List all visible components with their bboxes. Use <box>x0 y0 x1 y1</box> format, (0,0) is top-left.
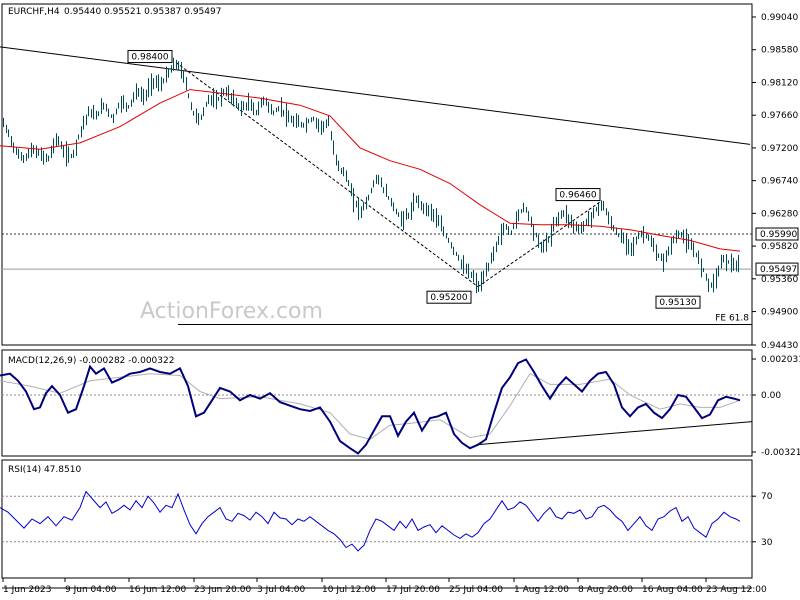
rsi-ytick-label: 70 <box>761 492 773 502</box>
macd-title: MACD(12,26,9) -0.000282 -0.000322 <box>8 356 174 366</box>
fib-extension-label: FE 61.8 <box>715 313 749 323</box>
xtick-label: 16 Aug 04:00 <box>642 585 703 595</box>
xtick-label: 1 Aug 12:00 <box>514 585 569 595</box>
xtick-label: 17 Jul 20:00 <box>386 585 440 595</box>
xtick-label: 1 Jun 2023 <box>3 585 51 595</box>
macd-line <box>0 358 741 455</box>
macd-panel: MACD(12,26,9) -0.000282 -0.000322 <box>0 356 753 455</box>
price-ytick-label: 0.97200 <box>761 144 798 154</box>
price-trendline-1 <box>175 62 479 288</box>
macd-signal-line <box>0 373 741 440</box>
xtick-label: 10 Jul 12:00 <box>322 585 376 595</box>
price-label-box <box>127 50 173 64</box>
price-ytick-label: 0.95360 <box>761 275 798 285</box>
axis-labels: 0.99040 0.98580 0.98120 0.97660 0.97200 0.967… <box>2 13 800 595</box>
watermark: ActionForex.com <box>140 299 323 324</box>
price-panel: FE 61.80.984000.964600.952000.95130EURCH… <box>0 46 752 325</box>
macd-ytick-label: 0.00 <box>761 391 781 401</box>
price-label-0.95200: 0.95200 <box>430 293 467 303</box>
rsi-line <box>0 490 741 552</box>
price-label-box <box>426 290 472 304</box>
rsi-title: RSI(14) 47.8510 <box>8 465 81 475</box>
macd-trendline <box>477 421 753 446</box>
macd-ytick-label: 0.002031 <box>761 355 800 365</box>
price-trendline-0 <box>0 46 751 145</box>
price-ytick-label: 0.94430 <box>761 341 798 351</box>
price-label-box <box>555 188 601 202</box>
price-label-0.98400: 0.98400 <box>131 53 168 63</box>
xtick-label: 9 Jun 04:00 <box>65 585 117 595</box>
xtick-label: 23 Jun 20:00 <box>194 585 251 595</box>
resistance-price-label: 0.95990 <box>760 230 797 240</box>
rsi-ytick-label: 30 <box>761 538 773 548</box>
xtick-label: 8 Aug 20:00 <box>578 585 633 595</box>
current-price-box <box>755 262 799 276</box>
price-ytick-label: 0.95820 <box>761 242 798 252</box>
price-label-0.95130: 0.95130 <box>659 298 696 308</box>
price-frame <box>1 3 753 346</box>
xtick-label: 3 Jul 04:00 <box>257 585 306 595</box>
price-ytick-label: 0.94900 <box>761 308 798 318</box>
price-label-box <box>655 295 701 309</box>
xtick-label: 16 Jun 12:00 <box>129 585 186 595</box>
price-ytick-label: 0.98580 <box>761 46 798 56</box>
price-trendline-2 <box>477 200 603 288</box>
price-ytick-label: 0.98120 <box>761 78 798 88</box>
price-ytick-label: 0.96280 <box>761 209 798 219</box>
price-ytick-label: 0.99040 <box>761 13 798 23</box>
price-ytick-label: 0.97660 <box>761 111 798 121</box>
xtick-label: 25 Jul 04:00 <box>449 585 503 595</box>
price-label-0.96460: 0.96460 <box>559 191 596 201</box>
chart-ohlc-label: 0.95440 0.95521 0.95387 0.95497 <box>64 7 221 17</box>
macd-ytick-label: -0.003214 <box>761 448 800 458</box>
chart-symbol-label: EURCHF,H4 <box>8 7 60 17</box>
chart-frames <box>1 3 753 589</box>
macd-frame <box>1 349 753 457</box>
current-price-label: 0.95497 <box>760 265 797 275</box>
price-ytick-label: 0.96740 <box>761 177 798 187</box>
xtick-label: 23 Aug 12:00 <box>706 585 767 595</box>
resistance-price-box <box>755 227 799 241</box>
moving-average-line <box>0 89 741 252</box>
rsi-panel: RSI(14) 47.8510 <box>0 465 752 552</box>
